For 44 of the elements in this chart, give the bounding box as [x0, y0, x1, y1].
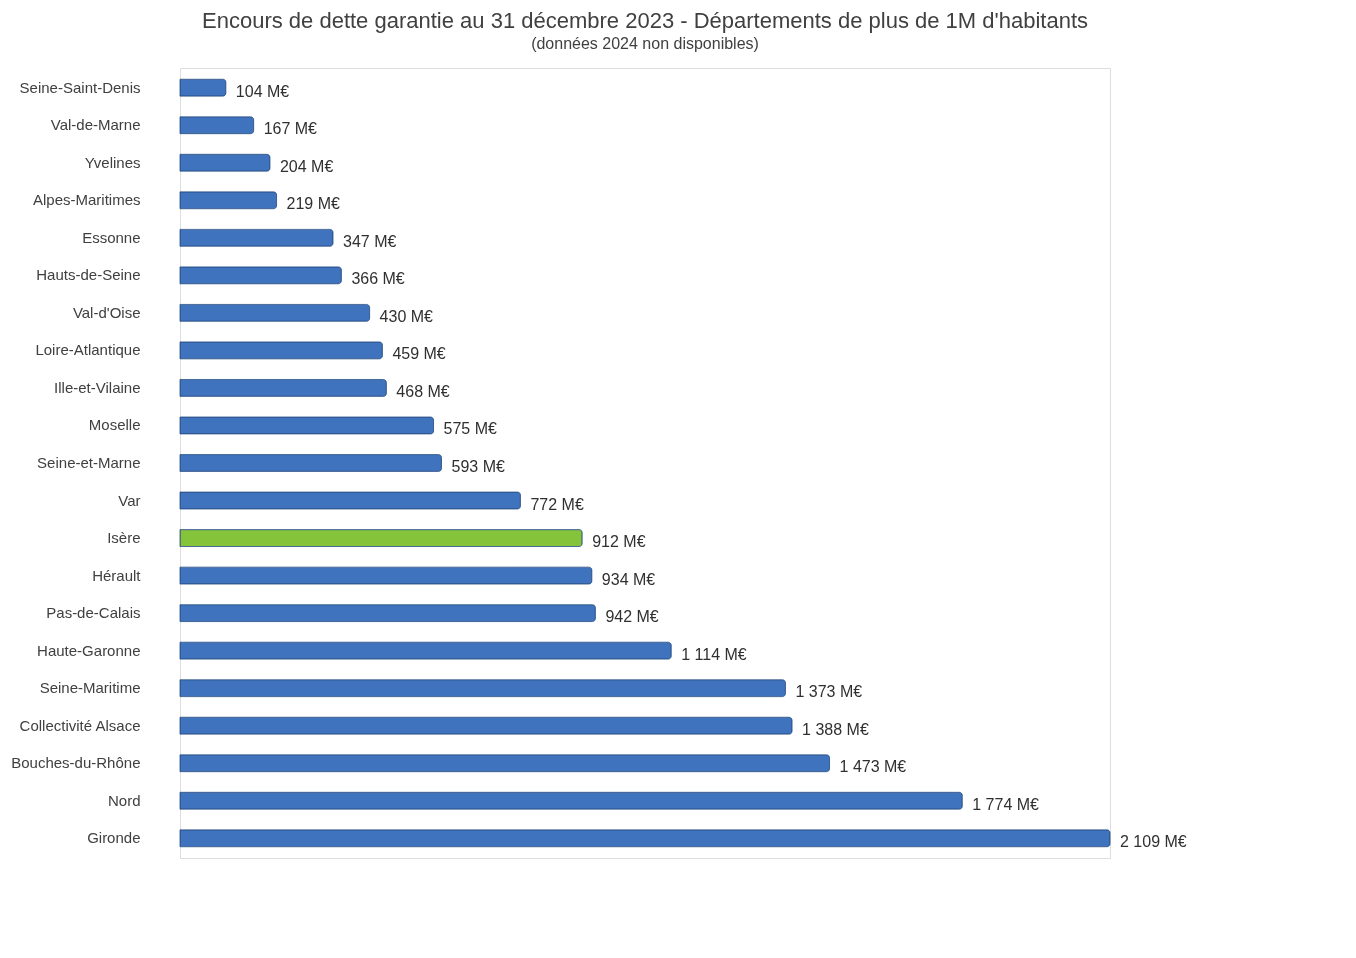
data-label: 167 M€ — [263, 120, 318, 138]
y-tick-label: Moselle — [88, 416, 141, 434]
y-tick-label: Hauts-de-Seine — [36, 266, 141, 284]
data-label: 1 388 M€ — [802, 720, 869, 738]
data-label: 459 M€ — [392, 345, 446, 363]
y-tick-label: Hérault — [92, 566, 142, 584]
data-label: 1 114 M€ — [681, 645, 747, 663]
y-tick-label: Var — [118, 491, 141, 509]
y-tick-label: Essonne — [82, 228, 141, 246]
data-label: 1 473 M€ — [839, 758, 907, 776]
y-tick-label: Pas-de-Calais — [46, 604, 141, 622]
y-tick-label: Seine-Saint-Denis — [19, 78, 141, 96]
y-tick-label: Val-d'Oise — [72, 303, 141, 321]
data-label: 2 109 M€ — [1120, 833, 1187, 851]
y-tick-label: Nord — [107, 791, 141, 809]
y-tick-label: Collectivité Alsace — [19, 716, 141, 734]
data-label: 1 373 M€ — [795, 683, 863, 701]
y-tick-label: Bouches-du-Rhône — [11, 754, 141, 772]
data-label: 204 M€ — [279, 157, 334, 175]
y-tick-label: Ille-et-Vilaine — [54, 378, 141, 396]
data-label: 912 M€ — [592, 533, 646, 551]
data-label: 593 M€ — [451, 458, 505, 475]
data-label: 772 M€ — [530, 495, 584, 513]
data-label: 575 M€ — [443, 420, 498, 438]
data-label: 219 M€ — [286, 195, 341, 213]
data-label: 1 774 M€ — [972, 795, 1040, 813]
data-label: 468 M€ — [396, 382, 450, 400]
y-tick-label: Gironde — [87, 829, 141, 847]
y-tick-label: Alpes-Maritimes — [32, 191, 141, 209]
data-label: 430 M€ — [379, 307, 434, 325]
y-tick-label: Yvelines — [84, 153, 141, 171]
data-label: 366 M€ — [351, 270, 405, 288]
chart-subtitle: (données 2024 non disponibles) — [531, 35, 759, 52]
data-label: 347 M€ — [343, 232, 397, 250]
y-tick-label: Haute-Garonne — [37, 641, 141, 659]
data-label: 934 M€ — [601, 570, 656, 588]
y-tick-label: Loire-Atlantique — [35, 341, 141, 359]
y-tick-label: Seine-et-Marne — [37, 454, 141, 471]
y-tick-label: Isère — [107, 529, 141, 547]
data-label: 104 M€ — [235, 82, 290, 100]
data-label: 942 M€ — [605, 608, 659, 626]
y-tick-label: Seine-Maritime — [39, 679, 141, 697]
chart-title: Encours de dette garantie au 31 décembre 2023 - Départements de plus de 1M d'habitants — [202, 8, 1088, 33]
y-tick-label: Val-de-Marne — [50, 116, 141, 134]
